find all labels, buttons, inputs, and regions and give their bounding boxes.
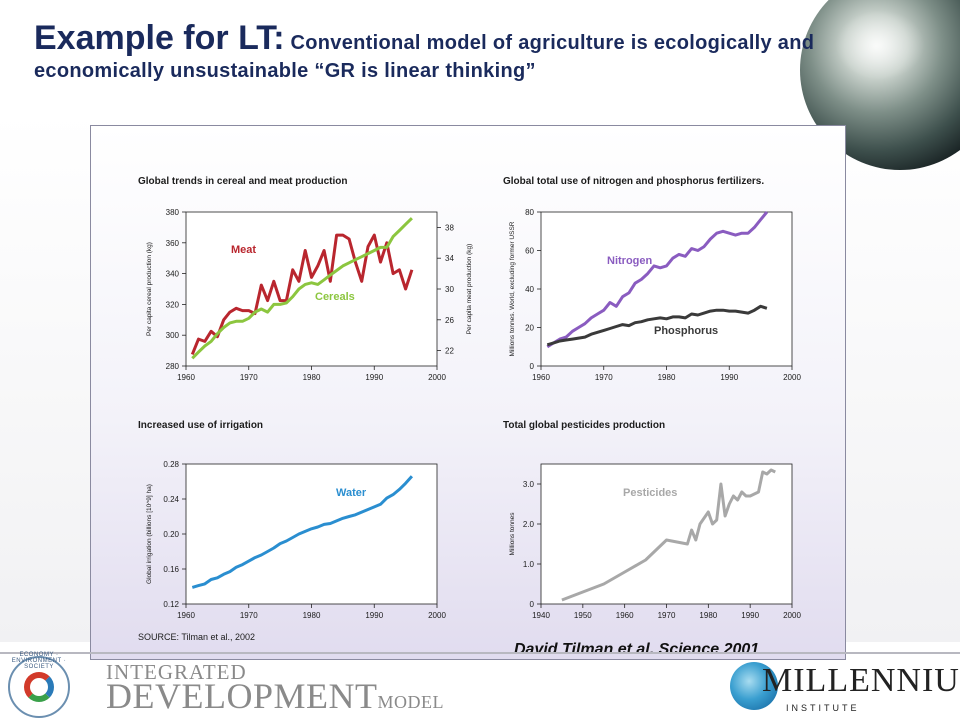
seal-ring-icon [24,672,54,702]
y-tick-label-0: 280 [166,362,180,371]
y-tick-label-3: 3.0 [523,480,535,489]
y2-tick-label-0: 38 [445,223,454,232]
y-tick-label-2: 0.24 [163,495,179,504]
y-tick-label-3: 0 [530,600,535,609]
y-tick-label-1: 20 [525,324,534,333]
chart-title-3: Total global pesticides production [503,420,665,431]
x-tick-label-3: 1950 [574,611,592,620]
idm-logo-model: MODEL [377,692,444,712]
y-axis-label-0: Per capita cereal production (kg) [146,242,153,336]
x-tick-label-3: 1960 [616,611,634,620]
series-label-meat: Meat [231,244,256,256]
y2-tick-label-0: 34 [445,254,454,263]
figure-panel: Global trends in cereal and meat product… [90,125,846,660]
series-line-phosphorus [546,304,768,347]
y-tick-label-0: 320 [166,300,180,309]
x-tick-label-1: 1990 [720,373,738,382]
series-line-pesticides [561,468,776,602]
x-tick-label-3: 1990 [741,611,759,620]
idm-logo-development: DEVELOPMENT [106,676,378,716]
series-label-pesticides: Pesticides [623,487,677,499]
plot-area-2 [185,463,438,605]
footer-divider [0,652,960,654]
slide-title-rest: Conventional model of agriculture is eco… [34,32,815,82]
plot-area-1 [540,211,793,367]
series-line-cereals [191,217,413,360]
x-tick-label-1: 1980 [658,373,676,382]
x-tick-label-2: 1980 [303,611,321,620]
x-tick-label-2: 1960 [177,611,195,620]
globe-highlight [835,10,925,80]
idm-logo-line2: DEVELOPMENTMODEL [106,675,444,717]
slide-title: Example for LT: Conventional model of ag… [34,18,894,83]
plot-area-3 [540,463,793,605]
x-tick-label-0: 1960 [177,373,195,382]
y-tick-label-3: 1.0 [523,560,535,569]
y-tick-label-0: 360 [166,239,180,248]
y-tick-label-1: 0 [530,362,535,371]
series-line-meat [190,233,414,355]
chart-title-0: Global trends in cereal and meat product… [138,176,347,187]
x-tick-label-0: 1990 [365,373,383,382]
y-tick-label-2: 0.12 [163,600,179,609]
y-axis-label-1: Millions tonnes. World, excluding former… [509,221,516,356]
x-tick-label-0: 2000 [428,373,446,382]
millennium-logo-text: MILLENNIUM [762,662,960,699]
y-tick-label-0: 300 [166,331,180,340]
y-tick-label-1: 80 [525,208,534,217]
slide-title-lead: Example for LT: [34,19,285,57]
x-tick-label-3: 1980 [699,611,717,620]
figure-svg: Global trends in cereal and meat product… [138,176,801,642]
y2-axis-label-0: Per capita meat production (kg) [466,244,473,335]
y-tick-label-1: 60 [525,247,534,256]
series-label-water: Water [336,487,367,499]
y2-tick-label-0: 22 [445,347,454,356]
series-label-phosphorus: Phosphorus [654,325,718,337]
x-tick-label-3: 1970 [658,611,676,620]
millennium-globe-icon [730,662,778,710]
millennium-logo-sub: INSTITUTE [786,703,860,713]
x-tick-label-3: 1940 [532,611,550,620]
y2-tick-label-0: 30 [445,285,454,294]
plot-area-0 [185,211,438,367]
x-tick-label-0: 1980 [303,373,321,382]
x-tick-label-2: 2000 [428,611,446,620]
y-tick-label-2: 0.28 [163,460,179,469]
y-tick-label-2: 0.16 [163,565,179,574]
y-axis-label-3: Millions tonnes [509,512,516,556]
chart-title-2: Increased use of irrigation [138,420,263,431]
seal-text: ECONOMY · ENVIRONMENT · SOCIETY [11,652,67,670]
chart-title-1: Global total use of nitrogen and phospho… [503,176,764,187]
series-label-cereals: Cereals [315,291,355,303]
x-tick-label-2: 1990 [365,611,383,620]
series-label-nitrogen: Nitrogen [607,255,653,267]
y-tick-label-0: 380 [166,208,180,217]
idm-logo-line1: INTEGRATED [106,660,247,684]
citation-caption: David Tilman et al. Science 2001 [514,641,760,658]
series-line-water [191,475,414,589]
x-tick-label-1: 1970 [595,373,613,382]
y-tick-label-3: 2.0 [523,520,535,529]
x-tick-label-2: 1970 [240,611,258,620]
y-tick-label-0: 340 [166,270,180,279]
y-axis-label-2: Global irrigation (billions [10^9] ha) [146,484,153,584]
x-tick-label-3: 2000 [783,611,801,620]
y-tick-label-1: 40 [525,285,534,294]
idm-seal-logo: ECONOMY · ENVIRONMENT · SOCIETY [8,652,70,718]
source-note: SOURCE: Tilman et al., 2002 [138,632,255,642]
y2-tick-label-0: 26 [445,316,454,325]
y-tick-label-2: 0.20 [163,530,179,539]
series-line-nitrogen [546,211,769,349]
x-tick-label-1: 2000 [783,373,801,382]
x-tick-label-0: 1970 [240,373,258,382]
x-tick-label-1: 1960 [532,373,550,382]
